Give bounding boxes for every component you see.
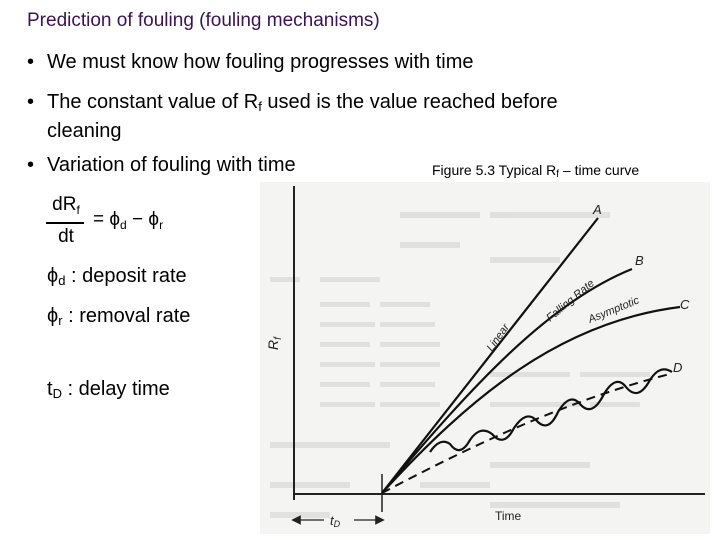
bullet-text-cont: used is the value reached before xyxy=(261,91,558,113)
bullet-subscript: f xyxy=(258,99,262,114)
figure-caption-text-end: – time curve xyxy=(559,162,640,178)
bullet-marker: • xyxy=(27,51,35,73)
definition-sub: r xyxy=(58,313,63,328)
bullet-text-line2: cleaning xyxy=(47,120,122,142)
definition-symbol: ϕ xyxy=(47,305,59,327)
bullet-text: We must know how fouling progresses with… xyxy=(47,51,474,73)
curve-b-label: B xyxy=(635,253,644,268)
slide-title: Prediction of fouling (fouling mechanism… xyxy=(27,10,380,31)
curve-a-linear xyxy=(381,217,599,494)
numerator-sub: f xyxy=(76,203,80,217)
bullet-text: The constant value of R xyxy=(47,91,259,113)
definition-symbol: ϕ xyxy=(47,265,59,287)
phi-d-sub: d xyxy=(120,218,127,232)
bullet-1: • We must know how fouling progresses wit… xyxy=(27,50,473,74)
figure-caption-text: Figure 5.3 Typical R xyxy=(432,162,557,178)
y-axis-label: Rf xyxy=(265,336,284,350)
bullet-2: • The constant value of Rf used is the va… xyxy=(27,90,558,143)
definition-sub: D xyxy=(52,386,62,401)
definition-removal-rate: ϕr : removal rate xyxy=(47,305,190,328)
scanned-figure-background xyxy=(260,182,710,534)
bullet-text: Variation of fouling with time xyxy=(47,154,296,176)
definition-text: : removal rate xyxy=(62,305,191,327)
curve-b-falling-rate xyxy=(381,267,633,494)
definition-text: : deposit rate xyxy=(65,265,187,287)
fouling-time-graph: Rf tD Time A B C D Linear Falling Rate A… xyxy=(260,182,710,534)
delay-time-label: tD xyxy=(330,513,341,529)
fraction-bar xyxy=(46,222,84,224)
bullet-marker: • xyxy=(27,91,35,113)
phi-d-symbol: ϕ xyxy=(109,209,121,230)
curve-d-sawtooth xyxy=(429,368,673,453)
definition-text: : delay time xyxy=(61,378,170,400)
fouling-rate-equation: dRf dt = ϕd − ϕr xyxy=(46,194,246,250)
bullet-3: • Variation of fouling with time xyxy=(27,153,296,177)
equals-sign: = xyxy=(93,209,105,230)
x-axis-label: Time xyxy=(495,509,522,523)
figure-caption-sub: f xyxy=(556,169,560,180)
curve-d-label: D xyxy=(673,360,682,375)
figure-caption: Figure 5.3 Typical Rf – time curve xyxy=(432,162,639,180)
numerator: dRf xyxy=(46,194,86,217)
definition-deposit-rate: ϕd : deposit rate xyxy=(47,265,187,288)
curve-c-label: C xyxy=(680,297,690,312)
curve-a-label: A xyxy=(592,202,602,217)
phi-r-symbol: ϕ xyxy=(148,209,160,230)
bullet-marker: • xyxy=(27,154,35,176)
curve-c-asymptotic xyxy=(381,305,681,494)
numerator-text: dR xyxy=(52,194,77,215)
faded-background-text xyxy=(270,212,650,518)
curve-d-dashed xyxy=(381,373,671,494)
definition-symbol: t xyxy=(47,378,53,400)
definition-sub: d xyxy=(58,273,66,288)
denominator: dt xyxy=(58,226,74,247)
phi-r-sub: r xyxy=(159,218,164,232)
definition-delay-time: tD : delay time xyxy=(47,378,170,401)
minus-sign: − xyxy=(132,209,144,230)
equation-rhs: = ϕd − ϕr xyxy=(93,209,163,232)
